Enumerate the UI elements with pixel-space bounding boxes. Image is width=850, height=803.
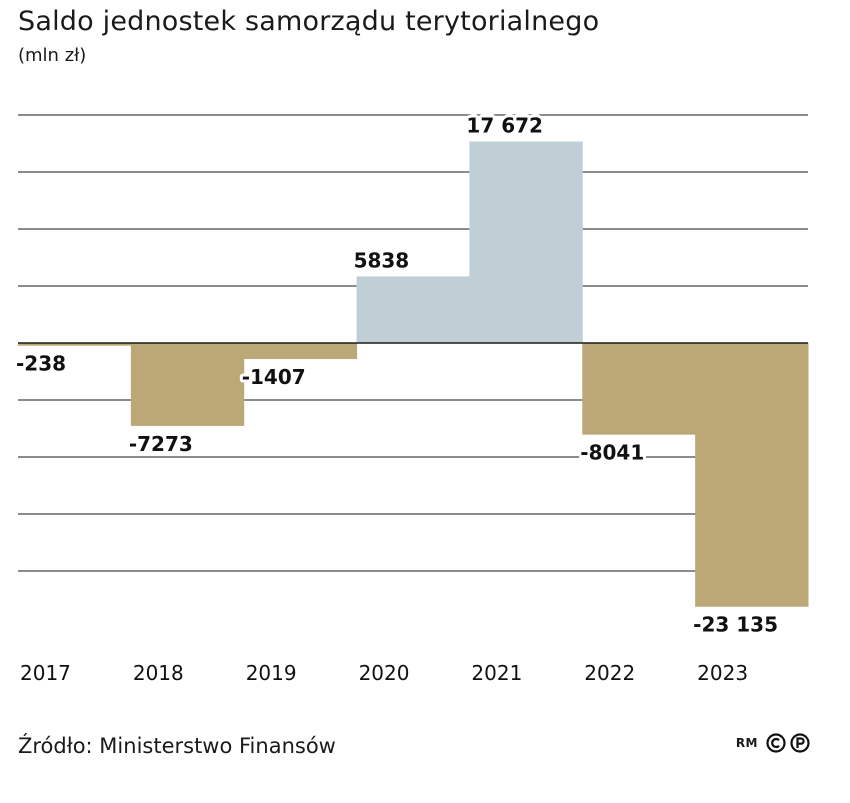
x-tick-label: 2022 xyxy=(584,661,635,685)
x-tick-label: 2018 xyxy=(133,661,184,685)
data-label: -23 135 xyxy=(693,613,778,637)
copyright-icon xyxy=(766,733,786,753)
source-note: Źródło: Ministerstwo Finansów xyxy=(18,734,336,758)
bar xyxy=(18,343,132,346)
bar xyxy=(356,276,470,343)
bar xyxy=(469,141,583,343)
chart-subtitle: (mln zł) xyxy=(18,45,87,66)
data-label: -238 xyxy=(16,352,66,376)
author-initials: RM xyxy=(735,736,758,750)
x-tick-label: 2019 xyxy=(246,661,297,685)
data-label: -1407 xyxy=(242,365,306,389)
data-label: -7273 xyxy=(129,432,193,456)
x-tick-label: 2023 xyxy=(697,661,748,685)
credits: RM xyxy=(736,733,810,753)
bar xyxy=(695,343,809,607)
bar xyxy=(582,343,696,435)
x-tick-label: 2020 xyxy=(359,661,410,685)
data-label: 17 672 xyxy=(466,114,543,138)
bar-chart: -238 -7273 -1407 5838 17 672 -8041 -23 135 2017… xyxy=(16,113,809,685)
x-tick-label: 2021 xyxy=(471,661,522,685)
chart-title: Saldo jednostek samorządu terytorialnego xyxy=(18,6,600,37)
bar xyxy=(243,343,358,360)
bar xyxy=(130,343,245,426)
data-label: 5838 xyxy=(354,248,410,272)
x-tick-label: 2017 xyxy=(20,661,71,685)
sound-recording-copyright-icon xyxy=(790,733,810,753)
data-label: -8041 xyxy=(580,441,644,465)
